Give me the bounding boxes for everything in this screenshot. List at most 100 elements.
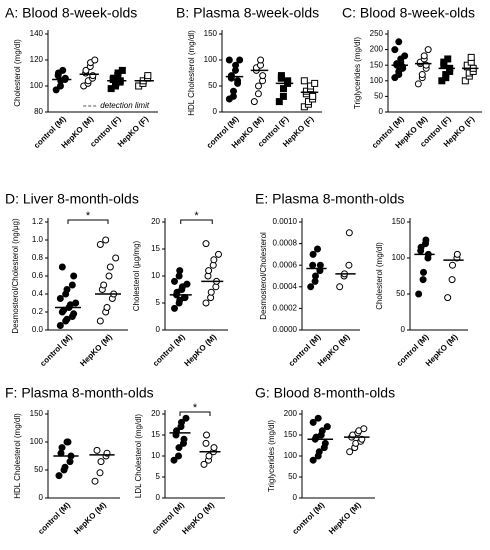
y-tick-label: 80 [34, 107, 43, 116]
significance-label: * [86, 210, 91, 222]
data-point [96, 317, 104, 325]
y-tick-label: 200 [370, 45, 384, 54]
data-point [210, 256, 218, 264]
data-point [96, 241, 104, 248]
data-point [300, 77, 308, 85]
significance-label: * [194, 210, 199, 222]
data-point [345, 229, 353, 237]
data-point [178, 418, 185, 426]
data-point [68, 281, 76, 289]
x-tick-label: control (M) [291, 500, 327, 536]
data-point [171, 304, 178, 312]
data-point [314, 414, 322, 422]
y-axis-label: Triglycerides (mg/dl) [353, 37, 362, 109]
data-point [314, 245, 321, 253]
y-axis-label: Cholesterol (µg/mg) [132, 240, 141, 311]
data-point [345, 261, 353, 269]
y-tick-label: 100 [284, 451, 298, 460]
y-axis-label: Desmosterol/Cholesterol (ng/µg) [11, 218, 20, 334]
data-point [312, 272, 319, 280]
panel-title: D: Liver 8-month-olds [5, 191, 139, 207]
data-point [234, 77, 242, 85]
data-point [309, 92, 317, 100]
data-point [112, 254, 120, 262]
data-point [56, 322, 64, 329]
x-tick-label: control (M) [151, 332, 187, 368]
data-point [61, 74, 69, 82]
x-tick-label: control (M) [36, 500, 72, 536]
y-tick-label: 20 [151, 409, 160, 418]
y-tick-label: 0.0002 [273, 304, 298, 313]
data-point [315, 448, 323, 456]
data-point [61, 463, 69, 471]
y-tick-label: 0 [213, 107, 218, 116]
x-tick-label: HepKO (M) [424, 332, 460, 368]
significance-bracket [67, 219, 109, 224]
y-tick-label: 100 [370, 76, 384, 85]
y-tick-label: 20 [151, 217, 160, 226]
data-point [215, 250, 222, 258]
data-point [97, 458, 105, 466]
panel-title: E: Plasma 8-month-olds [255, 191, 404, 207]
data-point [419, 276, 427, 284]
data-point [52, 86, 60, 94]
x-tick-label: HepKO (M) [327, 500, 363, 536]
data-point [55, 472, 63, 480]
data-point [91, 477, 99, 485]
data-point [96, 469, 104, 477]
data-point [102, 236, 110, 244]
data-point [277, 72, 285, 80]
data-point [417, 243, 425, 251]
data-point [106, 263, 114, 271]
data-point [70, 272, 78, 280]
panel-title: C: Blood 8-week-olds [342, 5, 475, 21]
panel-title: G: Blood 8-month-olds [255, 385, 395, 401]
data-point [93, 446, 101, 454]
y-tick-label: 5 [156, 298, 161, 307]
y-axis-label: Triglycerides (mg/dl) [267, 420, 276, 492]
data-point [279, 92, 287, 100]
data-point [395, 38, 403, 46]
data-point [175, 444, 183, 452]
y-tick-label: 0.4 [32, 289, 44, 298]
y-tick-label: 150 [284, 430, 298, 439]
data-point [346, 448, 354, 456]
panel-title: A: Blood 8-week-olds [5, 5, 137, 21]
y-tick-label: 0.0006 [273, 260, 298, 269]
data-point [176, 267, 184, 275]
data-point [63, 286, 71, 293]
significance-bracket [180, 219, 213, 224]
y-tick-label: 0 [156, 325, 161, 334]
data-point [418, 71, 426, 79]
x-tick-label: HepKO (M) [316, 332, 352, 368]
y-tick-label: 10 [151, 271, 160, 280]
data-point [183, 280, 191, 288]
y-axis-label: LDL Cholesterol (mg/dl) [134, 414, 143, 499]
x-tick-label: HepKO (M) [78, 332, 114, 368]
data-point [309, 418, 317, 426]
y-tick-label: 0 [39, 493, 44, 502]
data-point [82, 66, 90, 74]
y-tick-label: 50 [374, 92, 383, 101]
y-tick-label: 0.6 [32, 271, 44, 280]
data-point [309, 261, 317, 269]
y-axis-label: Cholesterol (mg/dl) [375, 242, 384, 310]
data-point [424, 46, 432, 54]
y-tick-label: 0.2 [32, 307, 44, 316]
data-point [307, 283, 315, 291]
data-point [170, 456, 178, 464]
data-point [444, 55, 452, 63]
y-tick-label: 120 [30, 55, 44, 64]
data-point [58, 444, 66, 452]
data-point [422, 236, 430, 244]
data-point [70, 310, 78, 318]
data-point [91, 56, 99, 64]
data-point [448, 276, 456, 284]
data-point [202, 299, 210, 307]
y-tick-label: 150 [30, 409, 44, 418]
data-point [59, 66, 67, 74]
y-tick-label: 100 [204, 55, 218, 64]
x-tick-label: control (M) [38, 332, 74, 368]
y-tick-label: 50 [208, 81, 217, 90]
y-tick-label: 0.0010 [273, 217, 298, 226]
